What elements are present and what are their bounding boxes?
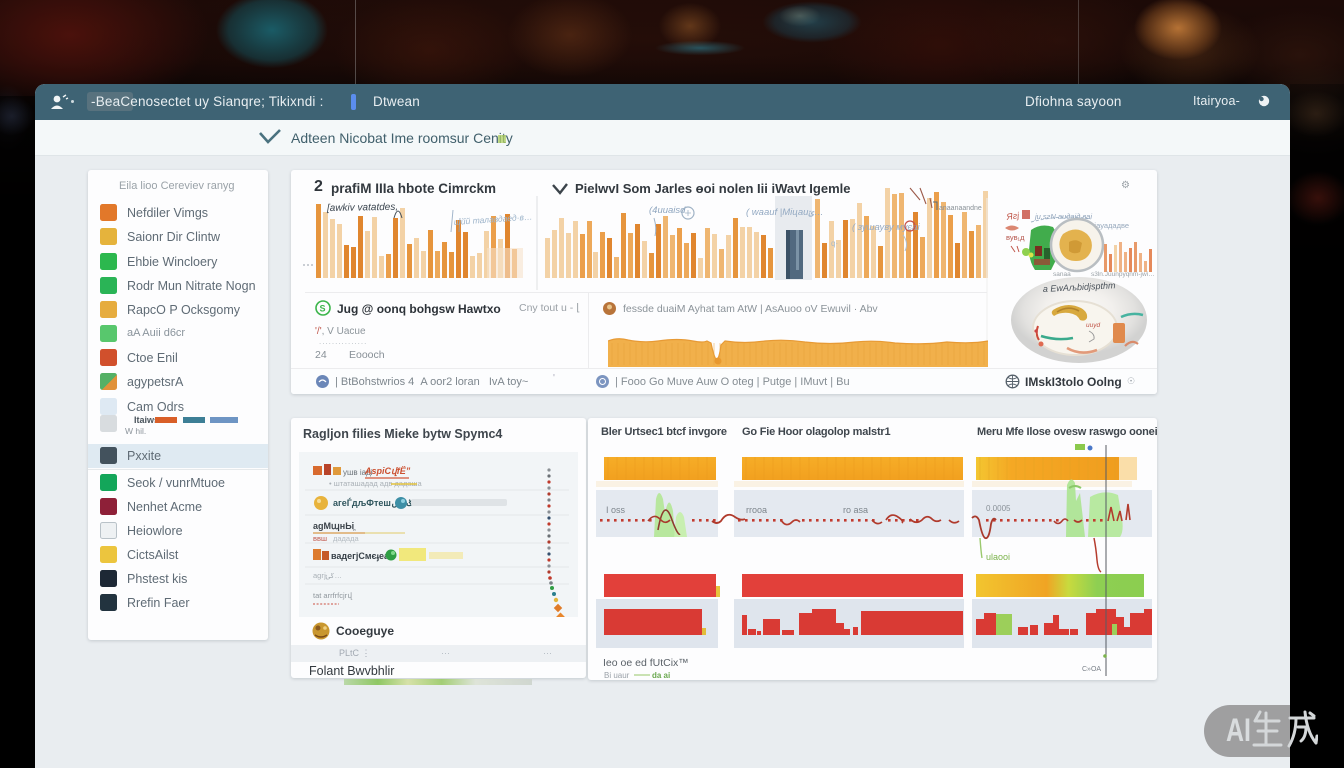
- svg-text:ушв іаді: ушв іаді: [343, 468, 373, 477]
- svg-text:Ягј: Ягј: [1005, 210, 1021, 222]
- svg-text:AѕpіСվfЁ”: AѕpіСվfЁ”: [364, 466, 411, 477]
- svg-text:q·: q·: [831, 239, 838, 248]
- svg-text:ulaooi: ulaooi: [986, 552, 1010, 562]
- svg-text:Сooeguyе: Сooeguyе: [336, 624, 394, 638]
- svg-text:агеЃдљФтешݢءضЅЖ: агеЃдљФтешݢءضЅЖ: [333, 498, 427, 508]
- svg-text:• штаташадад адв дадаша: • штаташадад адв дадаша: [329, 479, 423, 488]
- svg-text:( waauf |Mіцаиݶ…: ( waauf |Mіцаиݶ…: [746, 207, 823, 218]
- svg-text:вадегјСмєֈеас: вадегјСмєֈеас: [331, 551, 394, 562]
- svg-text:[awkiv vatatdes,: [awkiv vatatdes,: [326, 202, 398, 214]
- svg-text:rrooa: rrooa: [746, 505, 767, 515]
- svg-text:tаt аrrfrfсjгվ: tаt аrrfrfсjгվ: [313, 591, 353, 600]
- svg-text:(4uuaisd: (4uuaisd: [649, 205, 686, 216]
- svg-text:Ieo oe ed fUtCix™: Ieo oe ed fUtCix™: [603, 657, 689, 669]
- svg-text:I oss: I oss: [606, 505, 626, 515]
- svg-text:0.0005: 0.0005: [986, 504, 1011, 513]
- svg-text:da ai: da ai: [652, 671, 670, 680]
- svg-text:ro asa: ro asa: [843, 505, 868, 515]
- svg-text:а EwAљbidjspthm: а EwAљbidjspthm: [1043, 280, 1117, 294]
- svg-text:аgМպнЬіֱ: аgМպнЬіֱ: [313, 521, 356, 532]
- svg-text:тіауададве: тіауададве: [1091, 221, 1129, 230]
- svg-text:аgгјݢئ…: аgгјݢئ…: [313, 571, 342, 580]
- svg-text:ju.sгN аидаід ваі: ju.sгN аидаід ваі: [1034, 212, 1092, 221]
- svg-text:s3ln.Juunpyqnm-jwі…: s3ln.Juunpyqnm-jwі…: [1091, 270, 1155, 278]
- svg-text:вув₁д: вув₁д: [1006, 233, 1025, 242]
- svg-text:anaanaandne: anaanaandne: [939, 205, 982, 212]
- svg-text:Bi uaur: Bi uaur: [604, 671, 630, 680]
- svg-text:uuyd: uuyd: [1086, 322, 1100, 329]
- svg-text:ввш: ввш: [313, 534, 327, 543]
- svg-text:S: S: [320, 304, 326, 314]
- svg-text:( зушауву муєаі: ( зушауву муєаі: [852, 222, 920, 233]
- svg-text:дадада: дадада: [333, 534, 359, 543]
- svg-text:C»OA: C»OA: [1082, 666, 1101, 673]
- svg-text:sanaa: sanaa: [1053, 271, 1071, 278]
